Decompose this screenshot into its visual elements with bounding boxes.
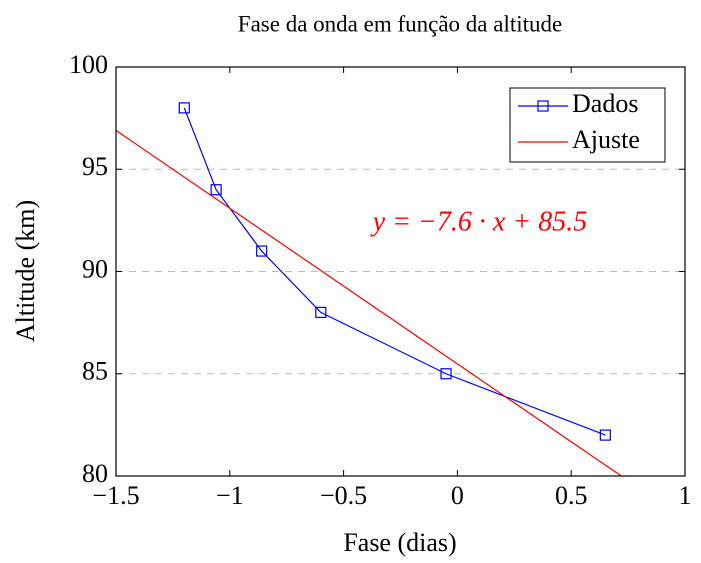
- x-tick-label: 0: [451, 481, 464, 510]
- plot-frame: [115, 66, 686, 477]
- marker: [599, 429, 611, 441]
- fit-annotation: y = −7.6 · x + 85.5: [370, 206, 588, 237]
- x-tick-label: −1.5: [92, 481, 139, 510]
- x-tick-label: −0.5: [320, 481, 367, 510]
- y-tick-label: 80: [82, 459, 108, 488]
- x-tick-label: −1: [216, 481, 244, 510]
- marker: [256, 245, 268, 257]
- legend-box: [509, 87, 666, 163]
- x-axis-label: Fase (dias): [343, 528, 456, 557]
- marker: [210, 184, 222, 196]
- x-tick-label: 1: [679, 481, 692, 510]
- series-line: [183, 107, 606, 436]
- y-tick-label: 100: [69, 50, 108, 79]
- marker: [315, 306, 327, 318]
- marker: [178, 102, 190, 114]
- y-tick-label: 95: [82, 152, 108, 181]
- y-tick-label: 85: [82, 357, 108, 386]
- legend-label: Ajuste: [572, 125, 640, 154]
- y-tick-label: 90: [82, 254, 108, 283]
- x-tick-label: 0.5: [555, 481, 588, 510]
- legend-marker: [537, 100, 549, 112]
- legend-label: Dados: [572, 89, 638, 118]
- chart-title: Fase da onda em função da altitude: [238, 11, 562, 36]
- marker: [440, 368, 452, 380]
- series-line: [116, 129, 622, 476]
- y-axis-label: Altitude (km): [11, 200, 40, 342]
